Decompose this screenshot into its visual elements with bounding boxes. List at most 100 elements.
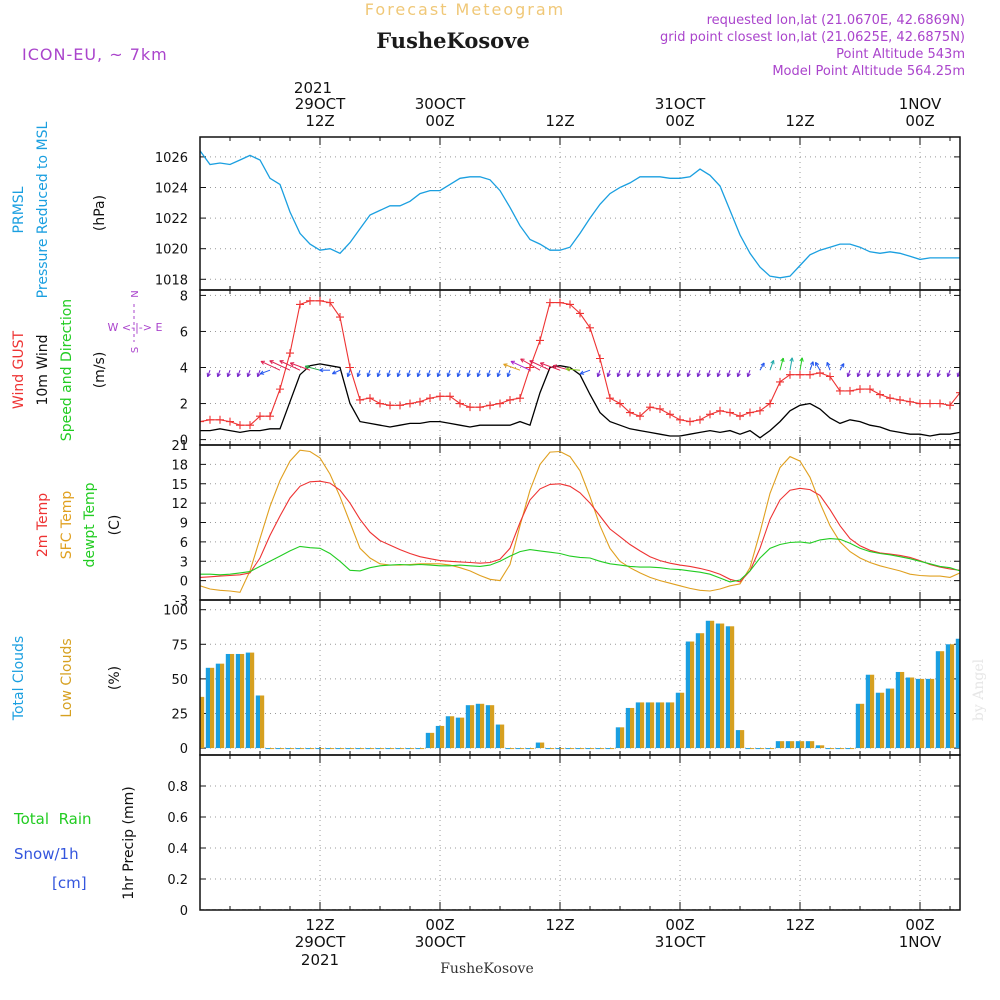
- gust-marker: [726, 408, 734, 417]
- wind-arrow: [466, 370, 471, 378]
- wind-arrow: [260, 360, 281, 371]
- wind-arrow: [839, 363, 845, 371]
- low-clouds-bar: [860, 703, 865, 749]
- total-clouds-bar: [425, 732, 430, 749]
- wind-arrow: [269, 360, 291, 371]
- panel-temperature: -3 0 3 6 9 12 15 18 21: [171, 439, 961, 609]
- bottom-hour-label: 00Z: [425, 916, 454, 934]
- total-clouds-bar: [865, 674, 870, 749]
- gust-marker: [846, 386, 854, 395]
- low-clouds-bar: [780, 741, 785, 749]
- total-clouds-bar: [375, 748, 380, 750]
- total-clouds-bar: [325, 748, 330, 750]
- total-clouds-bar: [385, 748, 390, 750]
- wind-arrow: [376, 370, 381, 378]
- requested-coords: requested lon,lat (21.0670E, 42.6869N): [707, 13, 965, 28]
- gust-marker: [446, 392, 454, 401]
- gust-marker: [286, 349, 294, 358]
- bottom-date-label: 1NOV: [899, 933, 942, 951]
- series-prmsl: [200, 150, 960, 279]
- low-clouds-bar: [270, 748, 275, 750]
- total-clouds-bar: [725, 626, 730, 749]
- y-tick-label: 21: [171, 439, 188, 454]
- total-clouds-bar: [605, 748, 610, 750]
- wind-arrow: [696, 370, 701, 378]
- wind-arrow: [406, 370, 411, 378]
- low-clouds-bar: [390, 748, 395, 750]
- low-clouds-bar: [460, 717, 465, 749]
- total-clouds-bar: [895, 671, 900, 749]
- total-clouds-bar: [805, 741, 810, 749]
- low-clouds-bar: [790, 741, 795, 749]
- low-clouds-bar: [820, 745, 825, 749]
- gust-marker: [356, 395, 364, 404]
- gust-marker: [486, 401, 494, 410]
- total-clouds-bar: [775, 741, 780, 749]
- wind-arrow: [456, 370, 461, 378]
- low-clouds-bar: [800, 741, 805, 749]
- top-hour-label: 00Z: [425, 112, 454, 130]
- low-clouds-bar: [220, 663, 225, 749]
- gust-marker: [246, 421, 254, 430]
- gust-marker: [596, 354, 604, 363]
- temp-sfc-label: SFC Temp: [59, 491, 75, 560]
- total-clouds-bar: [815, 745, 820, 749]
- compass-s: S: [130, 347, 141, 353]
- panel-frame: [199, 754, 961, 911]
- low-clouds-bar: [410, 748, 415, 750]
- gust-marker: [506, 395, 514, 404]
- low-clouds-bar: [200, 696, 205, 749]
- wind-arrow: [846, 370, 851, 378]
- gust-marker: [896, 395, 904, 404]
- gust-marker: [676, 415, 684, 424]
- low-clouds-bar: [720, 623, 725, 749]
- gust-marker: [536, 336, 544, 345]
- wind-arrow: [246, 370, 251, 378]
- top-date-label: 30OCT: [415, 95, 466, 113]
- low-clouds-bar: [560, 748, 565, 750]
- gust-marker: [956, 388, 960, 397]
- wind-speed-dir-label: Speed and Direction: [59, 299, 75, 441]
- panel-clouds: 0 25 50 75 100: [163, 599, 961, 757]
- bottom-hour-label: 00Z: [665, 916, 694, 934]
- low-clouds-bar: [660, 702, 665, 749]
- wind-arrow: [396, 370, 401, 378]
- total-clouds-bar: [695, 633, 700, 749]
- gust-marker: [886, 394, 894, 403]
- wind-arrow: [646, 370, 651, 378]
- panel-frame: [199, 136, 961, 291]
- y-tick-label: 0.8: [167, 780, 188, 795]
- gust-marker: [346, 363, 354, 372]
- wind-arrow: [746, 370, 751, 378]
- total-clouds-bar: [365, 748, 370, 750]
- wind-arrow: [789, 357, 794, 371]
- total-clouds-bar: [405, 748, 410, 750]
- temp-2m-label: 2m Temp: [35, 493, 51, 557]
- total-clouds-bar: [955, 638, 960, 749]
- bottom-hour-label: 12Z: [305, 916, 334, 934]
- gust-marker: [856, 385, 864, 394]
- total-clouds-bar: [785, 741, 790, 749]
- total-clouds-bar: [935, 651, 940, 749]
- gust-marker: [516, 394, 524, 403]
- y-tick-label: 0: [180, 575, 188, 590]
- panel-frame: [199, 599, 961, 756]
- wind-arrow: [666, 370, 671, 378]
- wind-arrow: [809, 361, 815, 371]
- low-clouds-bar: [700, 633, 705, 749]
- series-10m-wind: [200, 363, 960, 439]
- total-clouds-bar: [275, 748, 280, 750]
- wind-arrow: [799, 357, 804, 371]
- wind-arrow: [826, 361, 831, 371]
- low-clouds-bar: [330, 748, 335, 750]
- model-label: ICON-EU, ~ 7km: [22, 45, 168, 64]
- low-clouds-bar: [940, 651, 945, 749]
- low-clouds-bar: [810, 741, 815, 749]
- panel-prmsl: 1018 1020 1022 1024 1026: [155, 136, 961, 291]
- temp-dewpt-label: dewpt Temp: [82, 482, 98, 567]
- wind-arrow: [769, 359, 775, 371]
- top-hour-label: 00Z: [905, 112, 934, 130]
- wind-arrow: [886, 370, 891, 378]
- wind-arrow: [226, 370, 231, 378]
- low-clouds-bar: [650, 702, 655, 749]
